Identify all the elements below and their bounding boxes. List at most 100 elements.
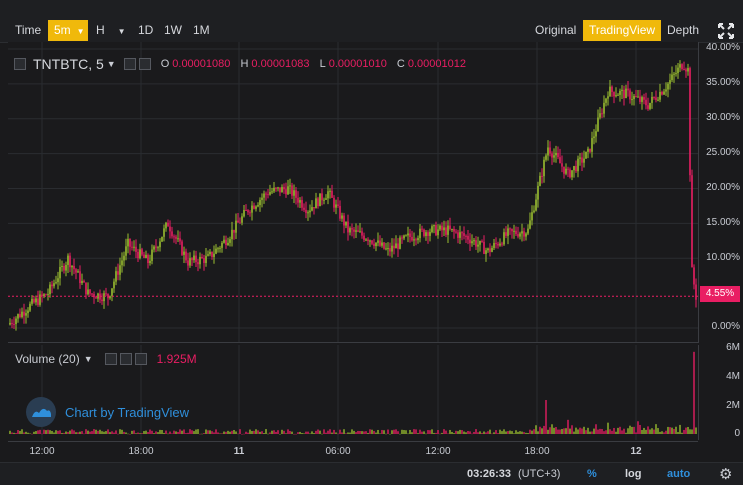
high-key: H [240,58,249,70]
candle [471,234,473,247]
volume-bar [663,432,665,434]
candlestick-chart[interactable] [8,42,698,342]
view-tradingview-tab[interactable]: TradingView [583,20,662,41]
candle [191,257,193,267]
candle [105,287,107,297]
candle [239,217,241,224]
candle [69,252,71,273]
candle [415,237,417,246]
candle [355,223,357,239]
price-pane[interactable] [8,42,699,343]
time-axis[interactable]: 12:00 18:00 11 06:00 12:00 18:00 12 [8,441,698,462]
candle [641,95,643,110]
volume-bar [231,430,233,434]
volume-bar [329,429,331,434]
close-key: C [396,58,405,70]
candle [309,204,311,218]
volume-bar [441,432,443,434]
volume-scale-label: 6M [726,342,740,353]
candle [299,197,301,208]
interval-1d-button[interactable]: 1D [138,23,154,37]
volume-bar [457,431,459,434]
candle [543,156,545,183]
volume-scale-label: 0 [734,428,740,439]
candle [425,229,427,241]
candle [373,238,375,249]
volume-bar [443,429,445,434]
candle [303,203,305,212]
gear-icon[interactable]: ⚙ [719,466,733,483]
auto-toggle[interactable]: auto [667,468,691,480]
volume-bar [185,433,187,434]
volume-bar [673,428,675,434]
symbol-label[interactable]: TNTBTC, 5 [33,56,104,72]
volume-bar [31,433,33,435]
candle [591,131,593,158]
candle [531,205,533,226]
volume-bar [677,432,679,434]
view-original-tab[interactable]: Original [535,23,577,37]
status-bar: 03:26:33 (UTC+3) % log auto ⚙ [0,462,743,485]
volume-bar [609,429,611,434]
close-icon[interactable] [134,353,147,365]
price-scale[interactable]: 40.00% 35.00% 30.00% 25.00% 20.00% 15.00… [699,42,743,441]
volume-bar [635,432,637,434]
candle [539,172,541,187]
candle [341,212,343,222]
candle [265,191,267,201]
volume-bar [507,431,509,434]
volume-bar [449,429,451,434]
time-label: 12:00 [425,446,451,457]
collapse-icon[interactable] [14,58,26,70]
volume-bar [475,429,477,434]
interval-1w-button[interactable]: 1W [164,23,182,37]
hour-dropdown[interactable]: H ▼ [90,20,128,41]
candle [451,228,453,232]
volume-bar [485,432,487,434]
candle [453,226,455,239]
candle [249,210,251,217]
candle [561,155,563,173]
volume-bar [397,431,399,434]
volume-bar [209,430,211,434]
candle [505,226,507,239]
interval-1m-button[interactable]: 1M [193,23,210,37]
candle [119,257,121,281]
volume-bar [219,433,221,434]
candle [669,73,671,90]
candle [623,85,625,106]
gear-icon[interactable] [138,58,151,70]
candle [39,290,41,307]
volume-bar [217,432,219,434]
chevron-down-icon[interactable]: ▼ [106,59,116,69]
volume-bar [101,431,103,434]
candle [111,288,113,302]
view-depth-tab[interactable]: Depth [667,23,700,37]
volume-bar [183,429,185,434]
eye-icon[interactable] [123,58,136,70]
fullscreen-icon[interactable] [717,22,735,40]
volume-bar [109,432,111,434]
interval-dropdown[interactable]: 5m ▼ [48,20,88,41]
candle [693,264,695,290]
candle [247,209,249,216]
volume-label[interactable]: Volume (20) [15,352,80,366]
candle [487,247,489,253]
scale-label: 30.00% [706,112,740,123]
chevron-down-icon[interactable]: ▼ [83,354,93,364]
eye-icon[interactable] [104,353,117,365]
timezone[interactable]: (UTC+3) [518,468,561,480]
percent-toggle[interactable]: % [587,468,597,480]
candle [169,220,171,239]
volume-bar [445,430,447,434]
volume-chart[interactable] [8,345,698,440]
gear-icon[interactable] [119,353,132,365]
volume-bar [327,430,329,434]
tradingview-watermark[interactable]: Chart by TradingView [25,396,189,428]
volume-bar [223,431,225,434]
candle [207,250,209,257]
candle [269,184,271,196]
candle [537,181,539,208]
log-toggle[interactable]: log [625,468,642,480]
volume-bar [615,431,617,434]
